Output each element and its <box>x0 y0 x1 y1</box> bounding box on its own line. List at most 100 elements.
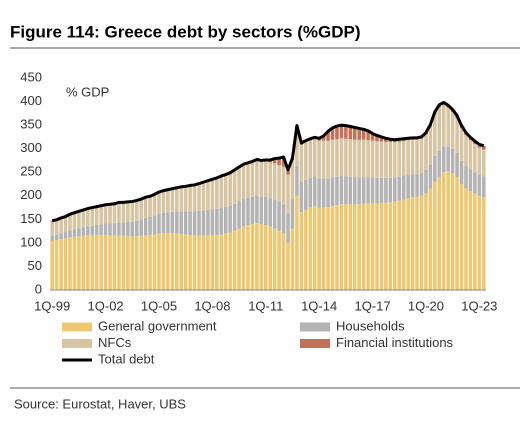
bar-segment <box>126 235 130 290</box>
bar-segment <box>201 235 206 290</box>
bar-segment <box>170 189 175 212</box>
bar-segment <box>72 236 77 290</box>
bar-segment <box>166 212 170 233</box>
bar-segment <box>161 212 166 233</box>
bar-segment <box>250 196 255 225</box>
bar-segment <box>455 152 459 177</box>
bar-segment <box>317 178 321 208</box>
bar-segment <box>317 207 321 290</box>
bar-segment <box>272 200 277 229</box>
bar-segment <box>215 178 219 209</box>
bar-segment <box>179 211 184 234</box>
bar-segment <box>117 235 121 290</box>
bar-segment <box>344 176 348 205</box>
bar-segment <box>197 210 201 236</box>
bar-segment <box>370 140 375 178</box>
bar-segment <box>81 235 86 290</box>
bar-segment <box>468 169 473 192</box>
x-tick-label: 1Q-11 <box>248 298 283 313</box>
bar-segment <box>157 213 161 234</box>
bar-segment <box>321 140 326 179</box>
bar-segment <box>197 184 201 211</box>
bar-segment <box>348 204 353 290</box>
legend-label: NFCs <box>98 335 132 350</box>
legend-label: Total debt <box>98 351 155 366</box>
bar-segment <box>139 200 143 220</box>
bar-segment <box>446 171 450 290</box>
bar-segment <box>295 165 299 196</box>
bar-segment <box>148 197 152 217</box>
bar-segment <box>268 198 273 227</box>
bar-segment <box>375 135 379 142</box>
bar-segment <box>148 234 152 290</box>
bar-segment <box>290 160 295 200</box>
bar-segment <box>304 209 308 290</box>
bar-segment <box>130 202 135 222</box>
bar-segment <box>304 142 308 180</box>
bar-segment <box>348 139 353 177</box>
bar-segment <box>424 134 428 170</box>
bar-segment <box>219 208 224 235</box>
bar-segment <box>397 141 402 177</box>
bar-segment <box>419 138 424 174</box>
bar-segment <box>326 207 330 290</box>
bar-segment <box>352 127 357 140</box>
bar-segment <box>263 196 268 225</box>
y-unit-label: % GDP <box>66 84 109 99</box>
bar-segment <box>148 216 152 235</box>
bar-segment <box>419 195 424 290</box>
bar-segment <box>157 192 161 214</box>
bar-segment <box>286 213 290 243</box>
bar-segment <box>241 226 246 290</box>
bar-segment <box>223 207 228 234</box>
bar-segment <box>393 177 397 202</box>
bar-segment <box>277 231 281 290</box>
bar-segment <box>295 127 299 166</box>
bar-segment <box>263 161 268 197</box>
bar-segment <box>86 209 90 227</box>
bar-segment <box>406 198 410 290</box>
bar-segment <box>370 177 375 204</box>
bar-segment <box>157 233 161 290</box>
bar-segment <box>232 203 237 231</box>
bar-segment <box>108 235 112 290</box>
bar-segment <box>406 175 410 199</box>
x-tick-label: 1Q-08 <box>194 298 230 313</box>
bar-segment <box>321 178 326 208</box>
bar-segment <box>268 162 273 199</box>
bar-segment <box>321 135 326 141</box>
bar-segment <box>50 220 55 222</box>
bar-segment <box>126 202 130 222</box>
legend-label: Financial institutions <box>336 335 454 350</box>
bar-segment <box>206 181 210 210</box>
bar-segment <box>99 206 103 225</box>
legend-swatch <box>300 322 330 332</box>
bar-segment <box>152 215 157 235</box>
bar-segment <box>281 157 286 167</box>
bar-segment <box>103 223 108 235</box>
bar-segment <box>450 111 455 149</box>
bar-segment <box>357 128 361 140</box>
bar-segment <box>241 165 246 200</box>
bar-segment <box>112 223 117 236</box>
bar-segment <box>379 177 384 203</box>
bar-segment <box>94 224 99 235</box>
bar-segment <box>379 202 384 290</box>
bar-segment <box>477 195 482 290</box>
bar-segment <box>464 188 468 290</box>
bar-segment <box>393 201 397 290</box>
bar-segment <box>121 235 126 290</box>
bar-segment <box>77 228 81 237</box>
bar-segment <box>321 207 326 290</box>
bar-segment <box>326 140 330 179</box>
bar-segment <box>357 139 361 178</box>
total-line <box>51 101 485 223</box>
bar-segment <box>330 206 335 290</box>
bar-segment <box>384 177 388 203</box>
bar-segment <box>152 195 157 216</box>
bar-segment <box>134 236 139 290</box>
x-tick-label: 1Q-14 <box>301 298 337 313</box>
bar-segment <box>330 177 335 207</box>
bar-segment <box>112 235 117 290</box>
bar-segment <box>237 167 241 202</box>
